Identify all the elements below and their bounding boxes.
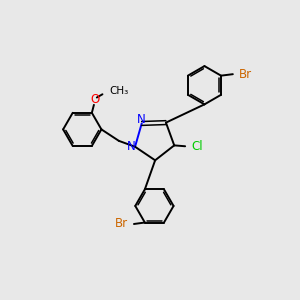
Text: CH₃: CH₃ <box>109 86 128 96</box>
Text: Cl: Cl <box>191 140 202 153</box>
Text: N: N <box>127 140 136 153</box>
Text: O: O <box>90 93 99 106</box>
Text: Br: Br <box>239 68 252 81</box>
Text: N: N <box>137 113 146 126</box>
Text: Br: Br <box>115 218 128 230</box>
